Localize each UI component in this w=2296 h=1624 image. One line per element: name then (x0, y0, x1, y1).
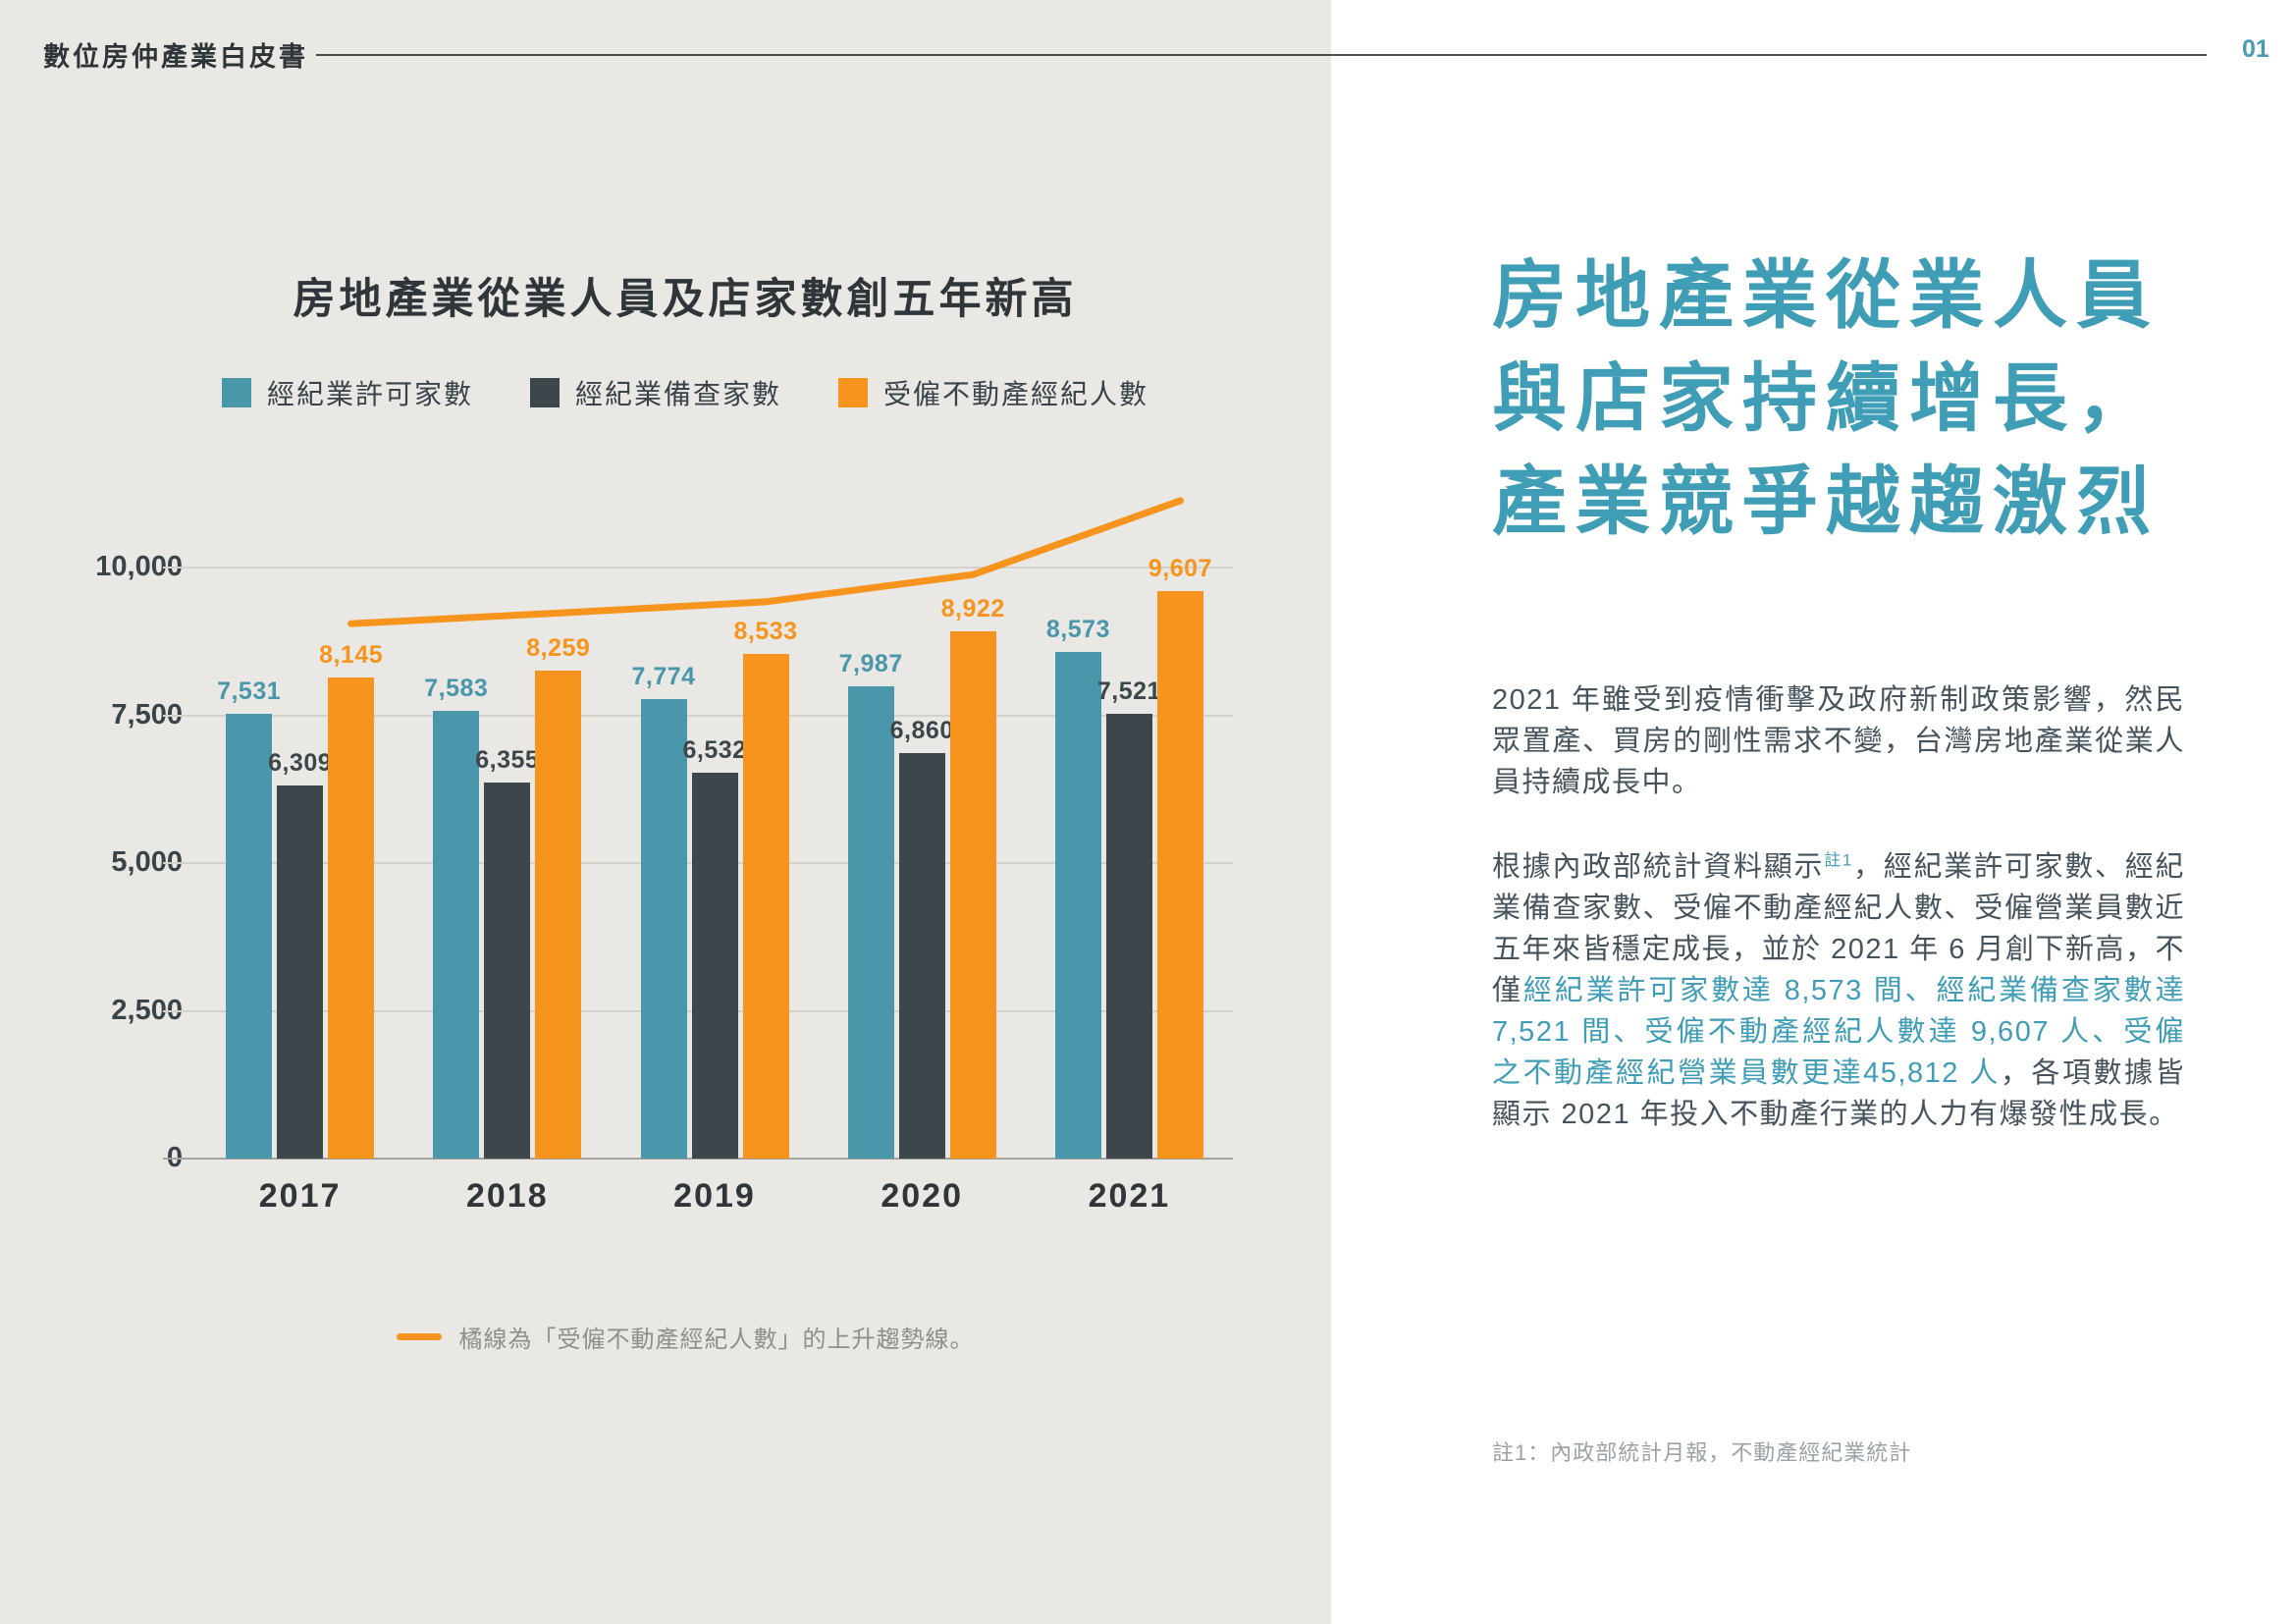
legend-swatch-teal (221, 378, 251, 407)
x-tick-label: 2017 (258, 1177, 342, 1215)
bar-2019-series2 (742, 654, 789, 1159)
bar-value-label: 8,259 (526, 633, 591, 662)
bar-2017-series2 (328, 677, 375, 1159)
bar-2020-series1 (898, 753, 945, 1159)
x-tick-label: 2018 (465, 1177, 549, 1215)
gridline (163, 714, 1233, 717)
bar-2019-series1 (691, 772, 738, 1159)
chart-title: 房地產業從業人員及店家數創五年新高 (293, 276, 1078, 323)
y-tick-label: 7,500 (111, 698, 183, 731)
legend-item-employed-brokers: 受僱不動產經紀人數 (838, 373, 1148, 412)
bar-value-label: 6,532 (682, 735, 747, 764)
bar-2020-series0 (847, 686, 894, 1159)
bar-2017-series0 (226, 713, 273, 1159)
bar-value-label: 7,774 (631, 663, 696, 691)
bar-value-label: 7,583 (424, 674, 489, 702)
bar-value-label: 7,531 (217, 677, 282, 705)
article-paragraph-2: 根據內政部統計資料顯示註1，經紀業許可家數、經紀業備查家數、受僱不動產經紀人數、… (1492, 846, 2185, 1135)
bar-value-label: 7,987 (838, 650, 903, 678)
document-title: 數位房仲產業白皮書 (43, 42, 308, 72)
article-heading-line: 房地產業從業人員 (1492, 254, 2160, 338)
chart-plot: 7,531 6,309 8,145 2017 7,583 6,355 8,259 2018 7,… (163, 497, 1233, 1215)
legend-label: 經紀業備查家數 (574, 379, 781, 409)
gridline (163, 1158, 1233, 1160)
bar-2018-series2 (535, 670, 582, 1159)
y-tick-label: 5,000 (111, 846, 183, 878)
bar-value-label: 9,607 (1148, 554, 1212, 582)
bar-2021-series1 (1105, 714, 1152, 1159)
article-heading-line: 與店家持續增長， (1492, 356, 2160, 441)
y-tick-label: 2,500 (111, 994, 183, 1026)
text-segment: ，各項數據皆顯示 2021 年投入不動產行業的人力有爆發性成長。 (1492, 1057, 2185, 1131)
legend-swatch-orange (838, 378, 868, 407)
bar-value-label: 8,922 (940, 594, 1005, 623)
article-heading: 房地產業從業人員 與店家持續增長， 產業競爭越趨激烈 (1492, 245, 2160, 555)
legend-label: 受僱不動產經紀人數 (883, 379, 1149, 409)
bar-value-label: 8,145 (319, 640, 384, 669)
trendline-swatch (396, 1333, 442, 1340)
legend-swatch-dark (529, 378, 560, 407)
text-segment: 註1 (1824, 850, 1853, 870)
bar-2020-series2 (949, 630, 996, 1159)
y-tick-label: 0 (166, 1142, 183, 1173)
gridline (163, 567, 1233, 568)
text-segment: 經紀業許可家數達 8,573 間、經紀業備查家數達 7,521 間、受僱不動產經… (1492, 975, 2185, 1090)
bar-value-label: 6,860 (889, 717, 954, 745)
y-tick-label: 10,000 (95, 551, 183, 582)
bar-2018-series1 (484, 783, 531, 1159)
article-footnote: 註1：內政部統計月報，不動產經紀業統計 (1492, 1440, 1912, 1465)
article-paragraph-1: 2021 年雖受到疫情衝擊及政府新制政策影響，然民眾置產、買房的剛性需求不變，台… (1492, 684, 2185, 799)
bar-2017-series1 (277, 785, 324, 1159)
bar-2019-series0 (640, 699, 687, 1159)
bar-value-label: 6,355 (475, 746, 540, 775)
bar-2021-series0 (1054, 651, 1101, 1159)
chart-page-panel: 房地產業從業人員及店家數創五年新高 經紀業許可家數 經紀業備查家數 受僱不動產經… (0, 0, 1331, 1624)
chart-y-axis: 0 2,500 5,000 7,500 10,000 (35, 551, 183, 1173)
bar-value-label: 7,521 (1096, 677, 1161, 706)
bar-value-label: 8,533 (733, 618, 798, 646)
text-segment: ，經紀業許可家數、經紀業備查家數、受僱不動產經紀人數、受僱營業員數近五年來皆穩定… (1492, 851, 2185, 1007)
article-heading-line: 產業競爭越趨激烈 (1492, 460, 2160, 544)
bar-2018-series0 (433, 710, 480, 1159)
bar-value-label: 8,573 (1045, 615, 1110, 643)
chart-footnote: 橘線為「受僱不動產經紀人數」的上升趨勢線。 (126, 1320, 1245, 1354)
text-segment: 根據內政部統計資料顯示 (1492, 851, 1825, 883)
article-panel: 房地產業從業人員 與店家持續增長， 產業競爭越趨激烈 2021 年雖受到疫情衝擊… (1331, 0, 2296, 1624)
bar-2021-series2 (1156, 590, 1203, 1159)
page-number: 01 (2242, 35, 2269, 63)
legend-label: 經紀業許可家數 (266, 379, 473, 409)
legend-item-registered-agencies: 經紀業備查家數 (529, 373, 781, 412)
header-rule (316, 54, 2207, 56)
x-tick-label: 2021 (1088, 1177, 1171, 1215)
chart-footnote-text: 橘線為「受僱不動產經紀人數」的上升趨勢線。 (458, 1326, 975, 1353)
x-tick-label: 2020 (881, 1177, 963, 1215)
x-tick-label: 2019 (673, 1177, 756, 1215)
legend-item-licensed-agencies: 經紀業許可家數 (221, 373, 473, 412)
chart-legend: 經紀業許可家數 經紀業備查家數 受僱不動產經紀人數 (126, 373, 1245, 412)
bar-value-label: 6,309 (268, 749, 333, 778)
